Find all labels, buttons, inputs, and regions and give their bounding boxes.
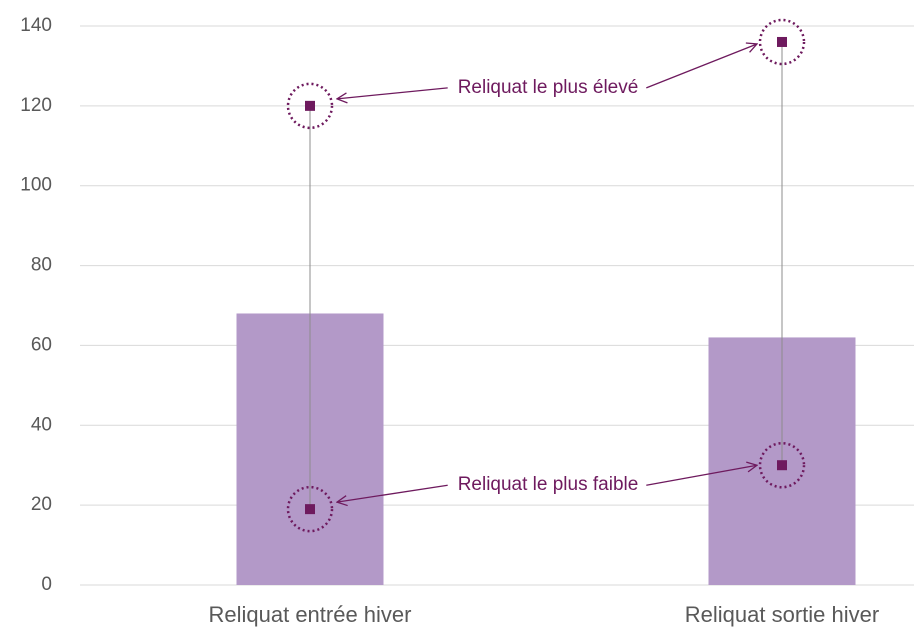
annotation-arrow	[337, 87, 448, 99]
annotation-arrow	[646, 44, 757, 89]
x-tick-label: Reliquat entrée hiver	[208, 602, 411, 627]
y-tick-label: 40	[31, 414, 52, 435]
high-highlight	[758, 18, 806, 66]
annotation: Reliquat le plus faible	[458, 474, 639, 495]
high-highlight	[286, 82, 334, 130]
y-tick-label: 60	[31, 334, 52, 355]
low-highlight	[758, 441, 806, 489]
high-marker	[305, 100, 315, 111]
y-tick-label: 80	[31, 255, 52, 276]
y-tick-label: 20	[31, 494, 52, 515]
annotation: Reliquat le plus élevé	[458, 77, 639, 98]
y-tick-label: 0	[41, 574, 52, 595]
low-marker	[777, 460, 787, 471]
high-marker	[777, 36, 787, 47]
annotation-arrow	[646, 465, 757, 486]
y-tick-label: 120	[20, 95, 52, 116]
annotation-arrow	[337, 484, 448, 502]
x-tick-label: Reliquat sortie hiver	[685, 602, 879, 627]
y-tick-label: 100	[20, 175, 52, 196]
low-marker	[305, 504, 315, 515]
y-tick-label: 140	[20, 15, 52, 36]
